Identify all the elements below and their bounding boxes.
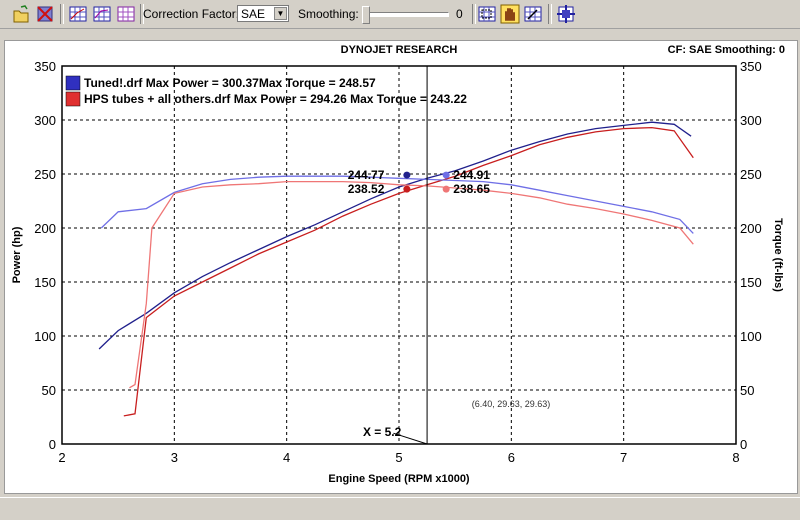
marker-value-label: 238.65 (453, 182, 490, 196)
x-tick-label: 8 (732, 450, 739, 465)
series-marker (442, 185, 450, 193)
y-axis-label-right: Torque (ft-lbs) (772, 218, 784, 292)
legend-swatch (65, 75, 81, 91)
legend-entry: HPS tubes + all others.drf Max Power = 2… (84, 92, 467, 106)
y-tick-label-right: 100 (740, 329, 762, 344)
series-line-power-0 (98, 121, 692, 350)
open-file-icon[interactable] (11, 4, 31, 24)
slider-thumb[interactable] (362, 6, 370, 24)
toolbar: Correction Factor: SAE ▼ Smoothing: 0 (0, 0, 800, 29)
x-tick-label: 4 (283, 450, 290, 465)
y-tick-label-right: 150 (740, 275, 762, 290)
series-marker (403, 171, 411, 179)
y-tick-label-left: 100 (34, 329, 56, 344)
y-tick-label-right: 50 (740, 383, 754, 398)
cursor-label-pointer (393, 432, 428, 445)
marker-value-label: 244.91 (453, 168, 490, 182)
y-tick-label-left: 350 (34, 59, 56, 74)
y-tick-label-left: 200 (34, 221, 56, 236)
x-tick-label: 3 (171, 450, 178, 465)
smoothing-slider[interactable] (362, 6, 449, 24)
y-tick-label-left: 250 (34, 167, 56, 182)
close-file-icon[interactable] (35, 4, 55, 24)
cursor-x-label: X = 5.2 (363, 425, 402, 439)
smoothing-label: Smoothing: (298, 7, 359, 21)
toolbar-separator (548, 4, 552, 24)
graph-view-icon-1[interactable] (68, 4, 88, 24)
y-tick-label-left: 0 (49, 437, 56, 452)
chart-title: DYNOJET RESEARCH (341, 44, 458, 56)
series-line-torque-3 (129, 180, 694, 389)
hand-icon[interactable] (500, 4, 520, 24)
toolbar-separator (472, 4, 476, 24)
graph-view-icon-3[interactable] (116, 4, 136, 24)
series-layer (98, 121, 694, 417)
x-tick-label: 7 (620, 450, 627, 465)
smoothing-value: 0 (456, 7, 463, 21)
legend: Tuned!.drf Max Power = 300.37Max Torque … (65, 75, 467, 107)
marker-value-label: 238.52 (348, 182, 385, 196)
y-tick-label-left: 50 (42, 383, 56, 398)
correction-factor-select[interactable]: SAE ▼ (237, 5, 289, 22)
zoom-icon[interactable] (477, 4, 497, 24)
marker-value-label: 244.77 (348, 168, 385, 182)
y-tick-label-right: 350 (740, 59, 762, 74)
select-zoom-icon[interactable] (523, 4, 543, 24)
x-tick-label: 6 (508, 450, 515, 465)
legend-entry: Tuned!.drf Max Power = 300.37Max Torque … (84, 76, 376, 90)
legend-swatch (65, 91, 81, 107)
chart-header-right: CF: SAE Smoothing: 0 (668, 44, 785, 56)
y-tick-label-left: 150 (34, 275, 56, 290)
y-tick-label-right: 0 (740, 437, 747, 452)
correction-factor-label: Correction Factor: (143, 7, 240, 21)
y-axis-label-left: Power (hp) (11, 226, 23, 283)
crosshair-icon[interactable] (556, 4, 576, 24)
series-marker (442, 171, 450, 179)
x-axis-label: Engine Speed (RPM x1000) (328, 473, 470, 485)
series-line-power-1 (123, 126, 694, 417)
status-bar (0, 497, 800, 520)
y-tick-label-right: 300 (740, 113, 762, 128)
series-marker (403, 185, 411, 193)
y-tick-label-right: 200 (740, 221, 762, 236)
x-tick-label: 2 (58, 450, 65, 465)
x-tick-label: 5 (395, 450, 402, 465)
correction-factor-value: SAE (241, 7, 266, 21)
y-tick-label-left: 300 (34, 113, 56, 128)
graph-view-icon-2[interactable] (92, 4, 112, 24)
toolbar-separator (140, 4, 144, 24)
toolbar-separator (60, 4, 64, 24)
y-tick-label-right: 250 (740, 167, 762, 182)
chevron-down-icon[interactable]: ▼ (274, 7, 287, 20)
coordinate-readout: (6.40, 29.63, 29.63) (472, 399, 551, 409)
series-line-torque-2 (100, 175, 694, 234)
